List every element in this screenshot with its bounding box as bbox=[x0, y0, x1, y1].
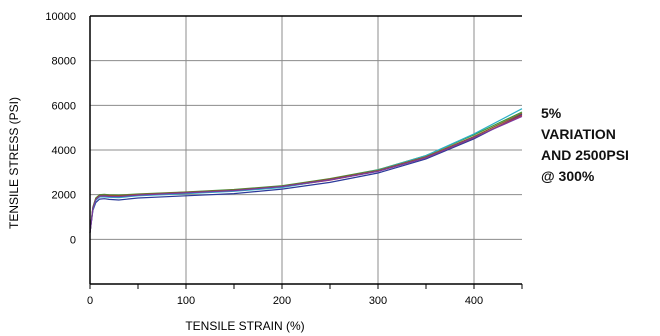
y-tick-label: 4000 bbox=[52, 145, 76, 157]
x-axis-title: TENSILE STRAIN (%) bbox=[185, 319, 304, 333]
y-tick-label: 8000 bbox=[52, 56, 76, 68]
y-tick-label: 6000 bbox=[52, 100, 76, 112]
y-axis-title: TENSILE STRESS (PSI) bbox=[7, 97, 21, 229]
annotation-line: VARIATION bbox=[541, 126, 616, 142]
series-lines bbox=[89, 108, 523, 233]
annotation-line: @ 300% bbox=[541, 168, 595, 184]
y-tick-label: 2000 bbox=[52, 190, 76, 202]
series-line-2 bbox=[89, 114, 523, 233]
x-tick-label: 100 bbox=[177, 295, 195, 307]
series-line-5 bbox=[89, 112, 523, 233]
series-line-4 bbox=[89, 108, 523, 233]
y-tick-label: 10000 bbox=[45, 11, 76, 23]
x-tick-label: 200 bbox=[273, 295, 291, 307]
y-tick-label: 0 bbox=[70, 234, 76, 246]
series-line-3 bbox=[89, 111, 523, 233]
x-tick-label: 300 bbox=[369, 295, 387, 307]
series-line-1 bbox=[89, 113, 523, 233]
series-line-6 bbox=[89, 115, 523, 233]
annotation-line: AND 2500PSI bbox=[541, 147, 629, 163]
grid bbox=[90, 15, 522, 285]
annotation-line: 5% bbox=[541, 105, 562, 121]
x-tick-label: 400 bbox=[465, 295, 483, 307]
x-tick-label: 0 bbox=[87, 295, 93, 307]
variation-annotation: 5% VARIATION AND 2500PSI @ 300% bbox=[541, 103, 656, 187]
